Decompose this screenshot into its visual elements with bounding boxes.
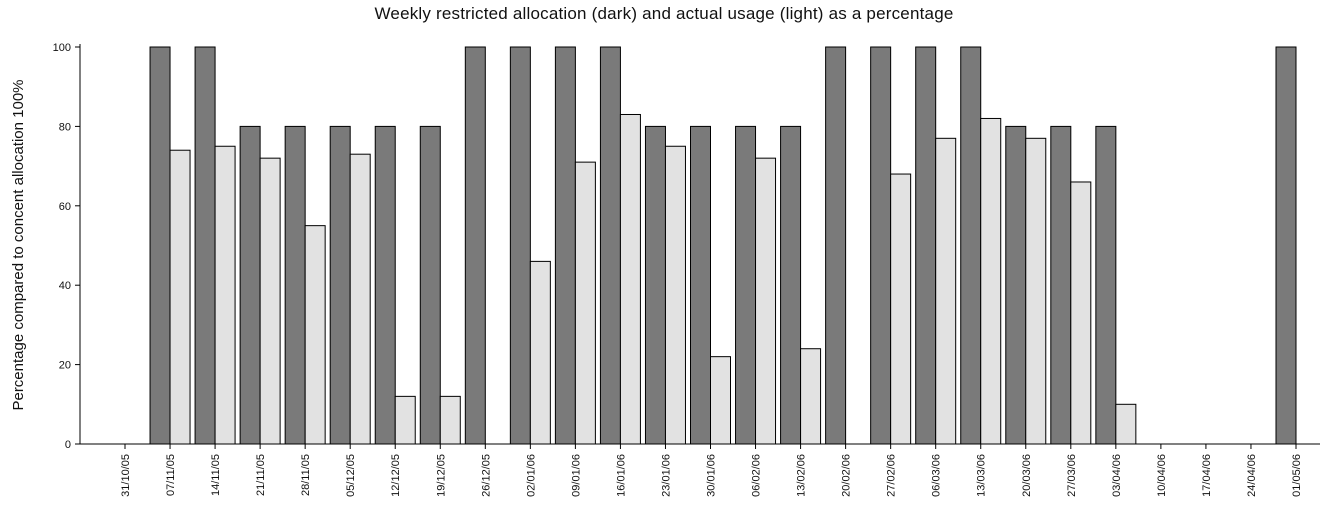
bar-dark bbox=[194, 46, 216, 445]
bar-dark bbox=[599, 46, 621, 445]
y-tick-label: 80 bbox=[59, 121, 71, 133]
bar-dark bbox=[644, 125, 666, 445]
bar-dark bbox=[464, 46, 486, 445]
x-tick-label: 16/01/06 bbox=[615, 454, 627, 497]
x-tick-label: 17/04/06 bbox=[1201, 454, 1213, 497]
bars bbox=[149, 46, 1297, 445]
bar-dark bbox=[690, 125, 711, 445]
x-tick-label: 21/11/05 bbox=[255, 454, 267, 496]
bar-dark bbox=[1275, 46, 1297, 445]
bar-dark bbox=[149, 46, 171, 445]
bar-light bbox=[529, 260, 551, 445]
x-tick-label: 31/10/05 bbox=[120, 454, 132, 497]
x-tick-label: 28/11/05 bbox=[300, 454, 312, 496]
bar-dark bbox=[284, 125, 306, 445]
x-tick-label: 26/12/05 bbox=[480, 454, 492, 497]
bar-dark bbox=[960, 46, 982, 445]
x-tick-label: 20/02/06 bbox=[841, 454, 853, 497]
bar-light bbox=[710, 356, 731, 445]
bar-light bbox=[439, 395, 461, 445]
x-tick-label: 20/03/06 bbox=[1021, 454, 1033, 497]
y-axis-label: Percentage compared to concent allocatio… bbox=[10, 79, 27, 410]
bar-light bbox=[935, 137, 957, 445]
bar-light bbox=[619, 113, 641, 445]
bar-dark bbox=[1005, 125, 1027, 445]
x-tick-label: 07/11/05 bbox=[165, 454, 177, 496]
x-tick-label: 06/02/06 bbox=[751, 454, 763, 497]
bar-dark bbox=[870, 46, 892, 445]
bar-dark bbox=[419, 125, 441, 445]
bar-dark bbox=[1095, 125, 1117, 445]
bar-light bbox=[890, 173, 912, 445]
x-tick-label: 03/04/06 bbox=[1111, 454, 1123, 497]
bar-light bbox=[1025, 137, 1047, 445]
bar-light bbox=[259, 157, 281, 445]
bar-dark bbox=[915, 46, 937, 445]
bar-light bbox=[1070, 181, 1092, 445]
x-tick-label: 02/01/06 bbox=[525, 454, 537, 497]
x-tick-label: 09/01/06 bbox=[570, 454, 582, 497]
bar-dark bbox=[239, 125, 261, 445]
x-tick-label: 01/05/06 bbox=[1291, 454, 1303, 497]
bar-light bbox=[169, 149, 191, 445]
bar-dark bbox=[374, 125, 396, 445]
x-tick-label: 06/03/06 bbox=[931, 454, 943, 497]
chart-title: Weekly restricted allocation (dark) and … bbox=[374, 4, 954, 23]
x-tick-label: 23/01/06 bbox=[660, 454, 672, 497]
bar-dark bbox=[825, 46, 847, 445]
bar-light bbox=[980, 117, 1002, 445]
tick-labels: 0 20 40 60 80 100 31/10/05 07/11/05 14/11/05 21/1… bbox=[53, 42, 1303, 497]
bar-light bbox=[664, 145, 686, 445]
bar-light bbox=[574, 161, 596, 445]
x-tick-label: 14/11/05 bbox=[210, 454, 222, 496]
x-tick-label: 10/04/06 bbox=[1156, 454, 1168, 497]
y-tick-label: 60 bbox=[59, 201, 71, 213]
bar-light bbox=[214, 145, 236, 445]
y-tick-label: 100 bbox=[53, 42, 71, 54]
y-tick-label: 0 bbox=[65, 439, 71, 451]
bar-dark bbox=[554, 46, 576, 445]
x-tick-label: 27/02/06 bbox=[886, 454, 898, 497]
bar-light bbox=[800, 348, 822, 445]
bar-light bbox=[304, 225, 326, 445]
bar-light bbox=[1115, 403, 1137, 445]
bar-light bbox=[394, 395, 416, 445]
y-tick-label: 20 bbox=[59, 360, 71, 372]
bar-dark bbox=[329, 125, 351, 445]
x-tick-label: 05/12/05 bbox=[345, 454, 357, 497]
bar-light bbox=[349, 153, 371, 445]
bar-dark bbox=[735, 125, 757, 445]
x-tick-label: 27/03/06 bbox=[1066, 454, 1078, 497]
bar-light bbox=[755, 157, 777, 445]
x-tick-label: 13/03/06 bbox=[976, 454, 988, 497]
x-tick-label: 12/12/05 bbox=[390, 454, 402, 497]
bar-dark bbox=[509, 46, 531, 445]
bar-dark bbox=[1050, 125, 1072, 445]
x-tick-label: 24/04/06 bbox=[1246, 454, 1258, 497]
y-tick-label: 40 bbox=[59, 280, 71, 292]
x-tick-label: 13/02/06 bbox=[796, 454, 808, 497]
x-tick-label: 30/01/06 bbox=[706, 454, 718, 497]
x-tick-label: 19/12/05 bbox=[435, 454, 447, 497]
bar-dark bbox=[780, 125, 802, 445]
